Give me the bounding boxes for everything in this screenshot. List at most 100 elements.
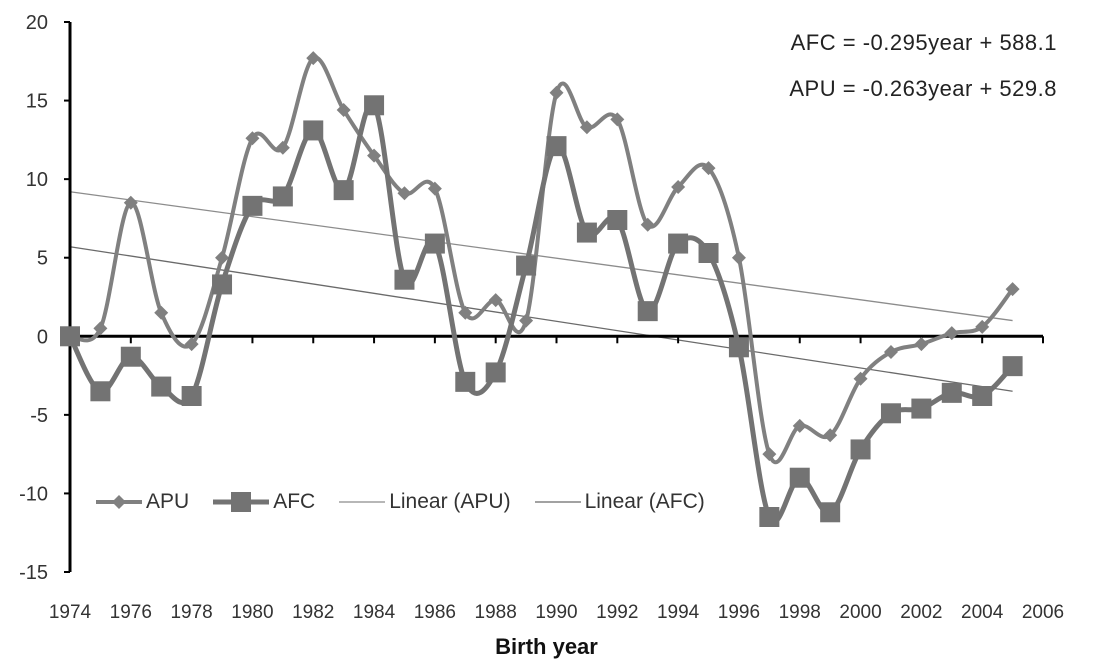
data-point-afc bbox=[1002, 356, 1023, 377]
data-point-afc bbox=[759, 507, 780, 527]
y-tick-label: 10 bbox=[26, 169, 48, 191]
data-point-apu bbox=[154, 305, 169, 320]
data-point-afc bbox=[181, 386, 202, 406]
x-tick-label: 1974 bbox=[49, 602, 92, 623]
data-point-afc bbox=[668, 233, 689, 254]
data-point-apu bbox=[275, 140, 290, 155]
chart-legend: APU AFC Linear (APU) Linear (AFC) bbox=[96, 490, 729, 514]
x-tick-label: 1996 bbox=[718, 602, 760, 623]
data-point-afc bbox=[455, 371, 476, 392]
x-tick-label: 1988 bbox=[475, 602, 517, 623]
data-point-afc bbox=[364, 95, 385, 116]
legend-label-apu: APU bbox=[146, 490, 190, 513]
data-point-apu bbox=[853, 371, 868, 386]
y-tick-label: 5 bbox=[37, 248, 48, 270]
x-tick-label: 1982 bbox=[292, 602, 334, 623]
data-point-apu bbox=[883, 345, 898, 359]
data-point-afc bbox=[394, 269, 415, 290]
data-point-afc bbox=[941, 382, 962, 403]
legend-item-linear-apu: Linear (APU) bbox=[339, 490, 511, 514]
y-tick-label: 15 bbox=[26, 91, 48, 113]
legend-label-afc: AFC bbox=[273, 490, 316, 513]
data-point-afc bbox=[516, 255, 537, 276]
data-point-apu bbox=[93, 321, 108, 336]
data-point-apu bbox=[944, 326, 959, 341]
data-point-apu bbox=[610, 112, 625, 127]
afc-trend-equation: AFC = -0.295year + 588.1 bbox=[790, 30, 1057, 55]
data-point-afc bbox=[576, 222, 597, 243]
data-point-apu bbox=[701, 161, 716, 176]
data-point-afc bbox=[272, 186, 293, 207]
data-point-apu bbox=[123, 195, 138, 210]
x-tick-label: 1976 bbox=[110, 602, 152, 623]
legend-swatch-apu bbox=[96, 495, 142, 509]
data-point-apu bbox=[488, 293, 503, 308]
legend-label-linear-apu: Linear (APU) bbox=[389, 490, 511, 513]
data-point-afc bbox=[212, 274, 233, 295]
data-point-apu bbox=[427, 181, 442, 196]
data-point-apu bbox=[519, 313, 534, 328]
legend-swatch-afc bbox=[213, 492, 270, 512]
y-tick-label: 0 bbox=[37, 326, 48, 348]
data-point-apu bbox=[975, 319, 990, 334]
data-point-apu bbox=[731, 250, 746, 265]
data-point-apu bbox=[306, 51, 321, 66]
data-point-afc bbox=[728, 337, 749, 358]
y-tick-label: -5 bbox=[30, 405, 48, 427]
data-point-afc bbox=[972, 386, 993, 406]
data-point-apu bbox=[823, 428, 838, 443]
data-point-apu bbox=[215, 250, 230, 265]
x-tick-label: 1986 bbox=[414, 602, 456, 623]
data-point-apu bbox=[914, 337, 929, 352]
data-point-apu bbox=[397, 186, 412, 201]
x-tick-label: 2002 bbox=[900, 602, 942, 623]
x-tick-label: 2000 bbox=[839, 602, 881, 623]
data-point-afc bbox=[151, 376, 172, 397]
legend-item-linear-afc: Linear (AFC) bbox=[534, 490, 705, 514]
data-point-afc bbox=[60, 326, 80, 347]
x-tick-label: 2004 bbox=[961, 602, 1004, 623]
data-point-apu bbox=[640, 217, 655, 232]
data-point-afc bbox=[911, 398, 932, 419]
data-point-afc bbox=[607, 210, 628, 230]
x-tick-label: 1992 bbox=[596, 602, 638, 623]
data-point-apu bbox=[336, 103, 351, 117]
series-layer bbox=[60, 51, 1023, 527]
data-point-afc bbox=[850, 439, 871, 460]
data-point-afc bbox=[698, 243, 719, 263]
data-point-apu bbox=[184, 337, 199, 352]
data-point-afc bbox=[546, 136, 567, 157]
series-line-afc bbox=[67, 101, 1015, 524]
data-point-afc bbox=[120, 346, 141, 367]
x-tick-label: 2006 bbox=[1022, 602, 1064, 623]
data-point-apu bbox=[367, 148, 382, 163]
legend-item-apu: APU bbox=[96, 490, 189, 514]
data-point-afc bbox=[820, 502, 841, 523]
x-tick-label: 1994 bbox=[657, 602, 700, 623]
x-axis-title: Birth year bbox=[495, 634, 598, 659]
data-point-afc bbox=[880, 403, 901, 424]
legend-label-linear-afc: Linear (AFC) bbox=[584, 490, 705, 513]
legend-item-afc: AFC bbox=[213, 490, 315, 514]
data-point-afc bbox=[333, 180, 354, 201]
x-tick-label: 1978 bbox=[170, 602, 212, 623]
x-tick-label: 1980 bbox=[231, 602, 273, 623]
y-tick-label: -10 bbox=[19, 483, 48, 505]
data-point-apu bbox=[762, 447, 777, 462]
data-point-afc bbox=[485, 362, 506, 383]
data-point-apu bbox=[549, 85, 564, 100]
data-point-apu bbox=[1005, 282, 1020, 297]
data-point-afc bbox=[637, 301, 658, 322]
series-line-apu bbox=[69, 55, 1015, 465]
data-point-afc bbox=[90, 381, 111, 402]
data-point-apu bbox=[458, 305, 473, 320]
data-point-apu bbox=[245, 131, 260, 146]
data-point-apu bbox=[671, 180, 686, 194]
data-point-afc bbox=[303, 120, 324, 141]
legend-swatch-linear-apu bbox=[339, 501, 386, 503]
y-tick-label: -15 bbox=[19, 562, 48, 584]
x-tick-label: 1984 bbox=[353, 602, 396, 623]
x-tick-label: 1998 bbox=[779, 602, 821, 623]
